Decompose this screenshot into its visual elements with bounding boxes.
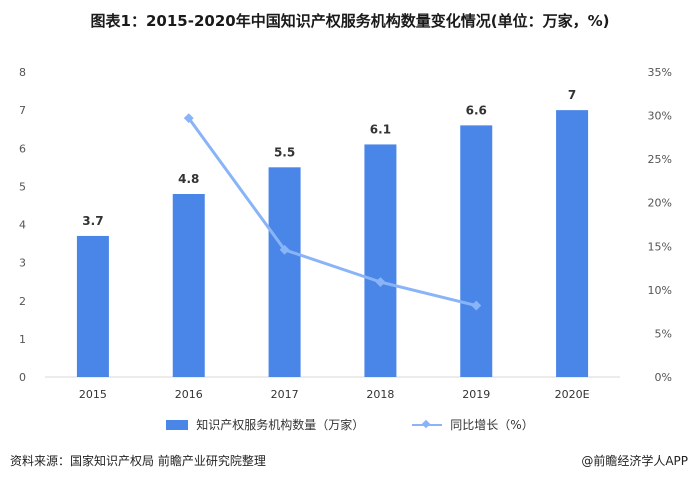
- legend: 知识产权服务机构数量（万家） 同比增长（%）: [0, 416, 700, 433]
- x-tick-label: 2016: [175, 388, 203, 401]
- bar-value-label: 4.8: [178, 172, 199, 186]
- legend-bar-label: 知识产权服务机构数量（万家）: [196, 418, 365, 432]
- chart-title: 图表1：2015-2020年中国知识产权服务机构数量变化情况(单位：万家，%): [90, 12, 610, 30]
- y-left-tick-label: 5: [19, 180, 26, 193]
- y-right-tick-label: 30%: [648, 110, 672, 123]
- y-left-tick-label: 7: [19, 104, 26, 117]
- legend-bar-swatch: [166, 419, 189, 430]
- legend-line-label: 同比增长（%）: [450, 418, 534, 432]
- bar-value-label: 6.6: [466, 103, 487, 117]
- y-right-tick-label: 25%: [648, 153, 672, 166]
- bar: [76, 235, 109, 377]
- y-left-tick-label: 0: [19, 371, 26, 384]
- growth-point: [375, 277, 386, 287]
- brand-credit: @前瞻经济学人APP: [581, 454, 688, 468]
- y-right-tick-label: 20%: [648, 197, 672, 210]
- x-tick-label: 2018: [366, 388, 394, 401]
- bar-value-label: 7: [568, 88, 576, 102]
- legend-line-swatch: [412, 420, 443, 430]
- x-tick-label: 2020E: [555, 388, 590, 401]
- y-right-tick-label: 15%: [648, 240, 672, 253]
- legend-item-line: 同比增长（%）: [412, 416, 534, 433]
- y-left-tick-label: 1: [19, 333, 26, 346]
- growth-point: [471, 300, 482, 311]
- y-left-tick-label: 6: [19, 142, 26, 155]
- y-left-tick-label: 2: [19, 295, 26, 308]
- legend-item-bar: 知识产权服务机构数量（万家）: [166, 416, 364, 433]
- y-left-tick-label: 4: [19, 219, 26, 232]
- x-tick-label: 2017: [271, 388, 299, 401]
- y-left-tick-label: 8: [19, 66, 26, 79]
- y-right-tick-label: 10%: [648, 284, 672, 297]
- bar-value-label: 3.7: [82, 214, 103, 228]
- bar: [364, 144, 397, 377]
- bar-value-label: 6.1: [370, 122, 391, 136]
- bar: [460, 125, 493, 377]
- bar: [172, 194, 205, 377]
- bar: [556, 110, 589, 377]
- x-tick-label: 2019: [462, 388, 490, 401]
- source-note: 资料来源：国家知识产权局 前瞻产业研究院整理: [10, 454, 266, 468]
- bar: [268, 167, 301, 377]
- x-tick-label: 2015: [79, 388, 107, 401]
- growth-point: [279, 244, 290, 255]
- y-right-tick-label: 35%: [648, 66, 672, 79]
- y-right-tick-label: 0%: [655, 371, 672, 384]
- y-left-tick-label: 3: [19, 257, 26, 270]
- growth-point: [183, 113, 194, 124]
- bar-value-label: 5.5: [274, 145, 295, 159]
- growth-line: [187, 117, 477, 307]
- y-right-tick-label: 5%: [655, 327, 672, 340]
